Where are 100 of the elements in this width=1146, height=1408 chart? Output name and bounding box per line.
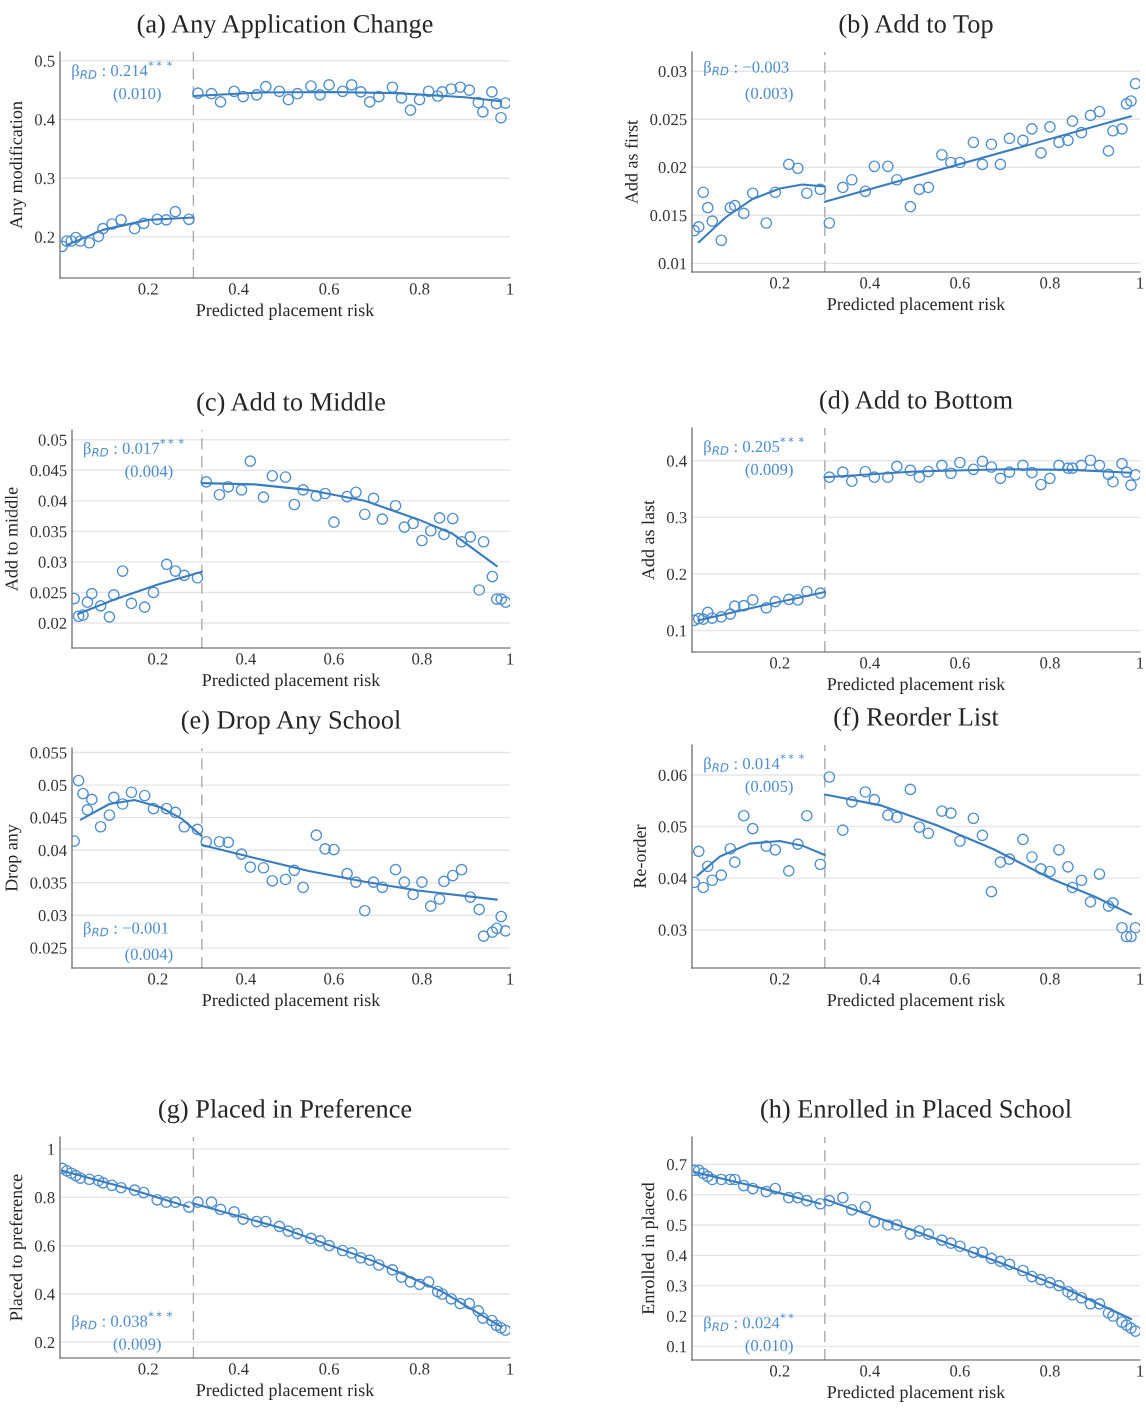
y-tick-label: 0.02 [658,161,687,174]
y-tick-label: 0.05 [38,779,67,792]
x-tick-label: 1 [507,653,514,665]
y-tick-label: 0.04 [38,844,67,857]
annotation: (0.009) [745,463,793,479]
y-tick-label: 0.8 [34,1192,55,1204]
chart-title: (d) Add to Bottom [820,390,1013,415]
y-tick-label: 0.1 [666,625,687,637]
chart-title: (e) Drop Any School [181,710,401,735]
annotation: β$_{RD}$ : 0.024$^{**}$ [704,1313,794,1332]
chart-title: (a) Any Application Change [137,14,433,39]
x-axis-title: Predicted placement risk [196,303,375,320]
y-tick-label: 0.4 [666,1250,687,1262]
x-tick-label: 0.2 [138,283,158,295]
annotation: β$_{RD}$ : 0.205$^{***}$ [704,436,804,456]
annotation: β$_{RD}$ : 0.017$^{***}$ [84,438,184,458]
x-tick-label: 0.6 [319,1363,340,1375]
y-tick-label: 0.2 [34,1337,55,1349]
chart-title: (h) Enrolled in Placed School [761,1099,1072,1124]
x-tick-label: 0.2 [770,657,790,669]
y-tick-label: 0.03 [658,65,687,78]
y-tick-label: 0.1 [666,1341,687,1353]
y-tick-label: 0.03 [658,924,687,936]
x-tick-label: 0.2 [770,973,790,985]
x-tick-label: 0.6 [324,653,344,665]
y-tick-label: 0.01 [658,258,687,270]
y-tick-label: 1 [48,1143,55,1155]
x-tick-label: 1 [1137,973,1144,985]
x-axis-title: Predicted placement risk [827,1385,1006,1402]
x-tick-label: 0.8 [1040,277,1060,289]
annotation: (0.005) [745,780,793,796]
x-tick-label: 0.8 [412,653,432,665]
y-tick-label: 0.3 [34,172,55,185]
x-tick-label: 0.2 [138,1363,158,1375]
y-tick-label: 0.4 [666,455,687,467]
x-tick-label: 0.4 [860,277,881,289]
x-tick-label: 1 [1137,657,1144,669]
x-tick-label: 0.8 [1040,1365,1060,1377]
chart-title: (f) Reorder List [834,706,999,732]
y-tick-label: 0.025 [650,113,687,126]
x-tick-label: 1 [1137,277,1144,289]
x-axis-title: Predicted placement risk [196,1383,375,1400]
y-tick-label: 0.3 [666,1280,687,1292]
x-tick-label: 0.8 [409,283,430,295]
x-tick-label: 0.6 [950,1365,970,1377]
x-tick-label: 0.4 [236,653,257,665]
x-tick-label: 1 [507,1363,514,1375]
x-tick-label: 0.8 [412,973,432,985]
y-tick-label: 0.5 [34,55,55,67]
y-tick-label: 0.2 [666,568,687,580]
y-tick-label: 0.05 [658,821,687,833]
y-tick-label: 0.7 [666,1159,687,1171]
x-axis-title: Predicted placement risk [827,297,1006,314]
x-axis-title: Predicted placement risk [202,673,381,690]
annotation: (0.004) [125,465,173,481]
x-tick-label: 0.4 [860,973,881,985]
x-tick-label: 0.2 [770,1365,790,1377]
x-tick-label: 0.4 [860,1365,881,1377]
y-tick-label: 0.3 [666,512,687,524]
y-tick-label: 0.6 [666,1189,687,1201]
x-tick-label: 1 [507,973,514,985]
y-tick-label: 0.015 [650,210,687,222]
x-tick-label: 1 [507,283,514,295]
annotation: (0.009) [113,1337,161,1354]
y-tick-label: 0.05 [38,434,67,446]
y-tick-label: 0.055 [30,747,67,759]
y-tick-label: 0.06 [658,769,687,781]
annotation: β$_{RD}$ : 0.214$^{***}$ [72,61,173,80]
x-tick-label: 1 [1137,1365,1144,1377]
x-tick-label: 0.4 [860,657,881,669]
x-tick-label: 0.6 [319,283,340,295]
x-tick-label: 0.8 [409,1363,430,1375]
x-tick-label: 0.2 [148,973,168,985]
y-tick-label: 0.04 [658,872,687,885]
annotation: β$_{RD}$ : −0.001 [84,921,168,938]
y-tick-label: 0.6 [34,1240,55,1252]
annotation: β$_{RD}$ : 0.014$^{***}$ [704,753,804,773]
y-axis-title: Add to middle [4,487,18,591]
x-axis-title: Predicted placement risk [827,993,1006,1010]
y-tick-label: 0.045 [30,465,67,477]
x-tick-label: 0.8 [1040,973,1060,985]
y-tick-label: 0.045 [30,812,67,824]
x-tick-label: 0.2 [770,277,790,289]
y-axis-title: Re-order [633,824,646,889]
x-tick-label: 0.8 [1040,657,1060,669]
x-tick-label: 0.6 [950,657,970,669]
y-axis-title: Placed to preference [9,1174,26,1321]
chart-title: (b) Add to Top [839,14,993,39]
y-tick-label: 0.03 [38,556,67,568]
y-tick-label: 0.4 [34,1288,55,1301]
y-tick-label: 0.025 [30,587,67,599]
x-axis-title: Predicted placement risk [827,677,1006,694]
y-tick-label: 0.2 [34,231,55,243]
x-axis-title: Predicted placement risk [202,993,381,1010]
y-tick-label: 0.2 [666,1310,687,1323]
x-tick-label: 0.6 [324,973,344,985]
y-axis-title: Enrolled in placed [641,1182,658,1315]
y-axis-title: Drop any [5,824,22,892]
x-tick-label: 0.6 [950,277,970,289]
x-tick-label: 0.6 [950,973,970,985]
